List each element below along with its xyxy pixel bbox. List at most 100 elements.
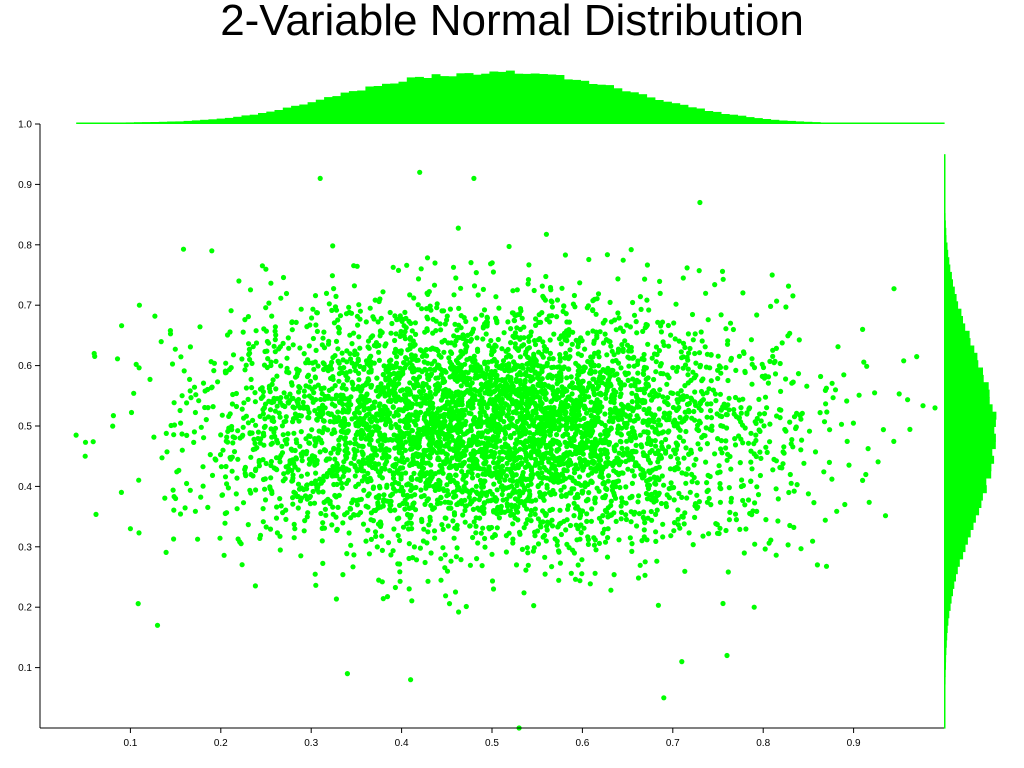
scatter-point <box>532 462 539 468</box>
y-histogram-bar <box>944 647 947 656</box>
scatter-point <box>844 438 850 444</box>
scatter-point <box>679 494 685 500</box>
scatter-point <box>421 493 427 499</box>
y-histogram-bar <box>944 441 996 450</box>
scatter-point <box>511 430 517 436</box>
scatter-point <box>777 360 783 367</box>
scatter-point <box>624 438 630 444</box>
scatter-point <box>543 467 549 473</box>
scatter-point <box>238 541 244 547</box>
y-histogram-bar <box>944 294 957 302</box>
scatter-point <box>513 441 519 447</box>
scatter-point <box>501 388 507 394</box>
scatter-point <box>791 524 797 531</box>
scatter-point <box>393 331 399 337</box>
scatter-point <box>835 344 841 350</box>
scatter-point <box>588 518 595 524</box>
scatter-point <box>597 408 603 414</box>
scatter-point <box>383 392 389 398</box>
scatter-point <box>607 299 613 305</box>
scatter-point <box>559 493 565 499</box>
scatter-point <box>421 359 428 365</box>
y-histogram-bar <box>944 323 966 332</box>
scatter-point <box>215 379 221 385</box>
x-histogram-bar <box>787 120 796 124</box>
scatter-point <box>744 411 750 417</box>
scatter-point <box>515 504 521 510</box>
scatter-point <box>801 460 807 466</box>
scatter-point <box>402 329 408 335</box>
scatter-point <box>245 522 251 528</box>
scatter-point <box>727 453 733 460</box>
scatter-point <box>754 484 760 490</box>
scatter-point <box>689 471 695 477</box>
scatter-point <box>552 458 558 464</box>
scatter-point <box>346 530 352 536</box>
scatter-point <box>708 502 714 508</box>
scatter-point <box>266 385 272 392</box>
scatter-point <box>481 500 487 506</box>
scatter-point <box>484 314 490 320</box>
x-histogram-bar <box>406 77 416 124</box>
scatter-point <box>605 461 611 467</box>
scatter-point <box>676 434 682 440</box>
scatter-point <box>683 480 689 486</box>
scatter-point <box>652 489 658 495</box>
scatter-point <box>545 383 552 389</box>
scatter-point <box>579 571 585 577</box>
scatter-point <box>600 340 607 346</box>
scatter-point <box>463 318 469 325</box>
scatter-point <box>376 349 382 355</box>
scatter-point <box>520 490 526 496</box>
y-histogram-bar <box>944 602 951 611</box>
scatter-point <box>487 469 493 476</box>
scatter-point <box>703 364 710 370</box>
scatter-point <box>437 413 443 420</box>
scatter-point <box>619 499 625 505</box>
scatter-point <box>335 409 341 415</box>
scatter-point <box>525 562 531 568</box>
scatter-point <box>263 266 269 272</box>
scatter-point <box>528 329 534 335</box>
scatter-point <box>373 417 379 423</box>
scatter-point <box>641 406 647 413</box>
scatter-point <box>402 506 408 512</box>
scatter-point <box>905 397 911 403</box>
scatter-point <box>625 377 631 383</box>
scatter-point <box>528 367 534 373</box>
scatter-point <box>506 352 512 358</box>
scatter-point <box>667 410 673 416</box>
scatter-point <box>749 361 755 367</box>
scatter-point <box>557 377 564 383</box>
scatter-point <box>461 472 467 478</box>
scatter-point <box>413 396 419 402</box>
y-histogram-bar <box>944 389 990 398</box>
scatter-point <box>764 449 770 455</box>
scatter-point <box>297 443 303 449</box>
scatter-point <box>248 490 254 496</box>
scatter-point <box>447 472 453 478</box>
scatter-point <box>458 390 464 396</box>
scatter-point <box>632 417 638 424</box>
y-histogram-bar <box>944 227 947 236</box>
scatter-point <box>464 357 470 363</box>
scatter-point <box>552 536 558 542</box>
scatter-point <box>498 401 504 407</box>
y-histogram-bar <box>944 632 948 641</box>
y-histogram-bar <box>944 448 993 457</box>
scatter-point <box>718 407 724 413</box>
scatter-point <box>293 319 299 325</box>
scatter-point <box>526 338 532 344</box>
scatter-point <box>573 462 579 468</box>
scatter-point <box>252 440 258 446</box>
scatter-point <box>791 488 797 494</box>
x-histogram-bar <box>530 73 540 124</box>
scatter-point <box>765 374 772 380</box>
scatter-point <box>616 315 622 321</box>
y-histogram-bar <box>944 507 980 516</box>
scatter-point <box>349 341 355 347</box>
scatter-point <box>549 364 555 371</box>
x-histogram-bar <box>522 73 532 124</box>
scatter-point <box>516 529 523 536</box>
x-histogram-bar <box>357 90 367 124</box>
